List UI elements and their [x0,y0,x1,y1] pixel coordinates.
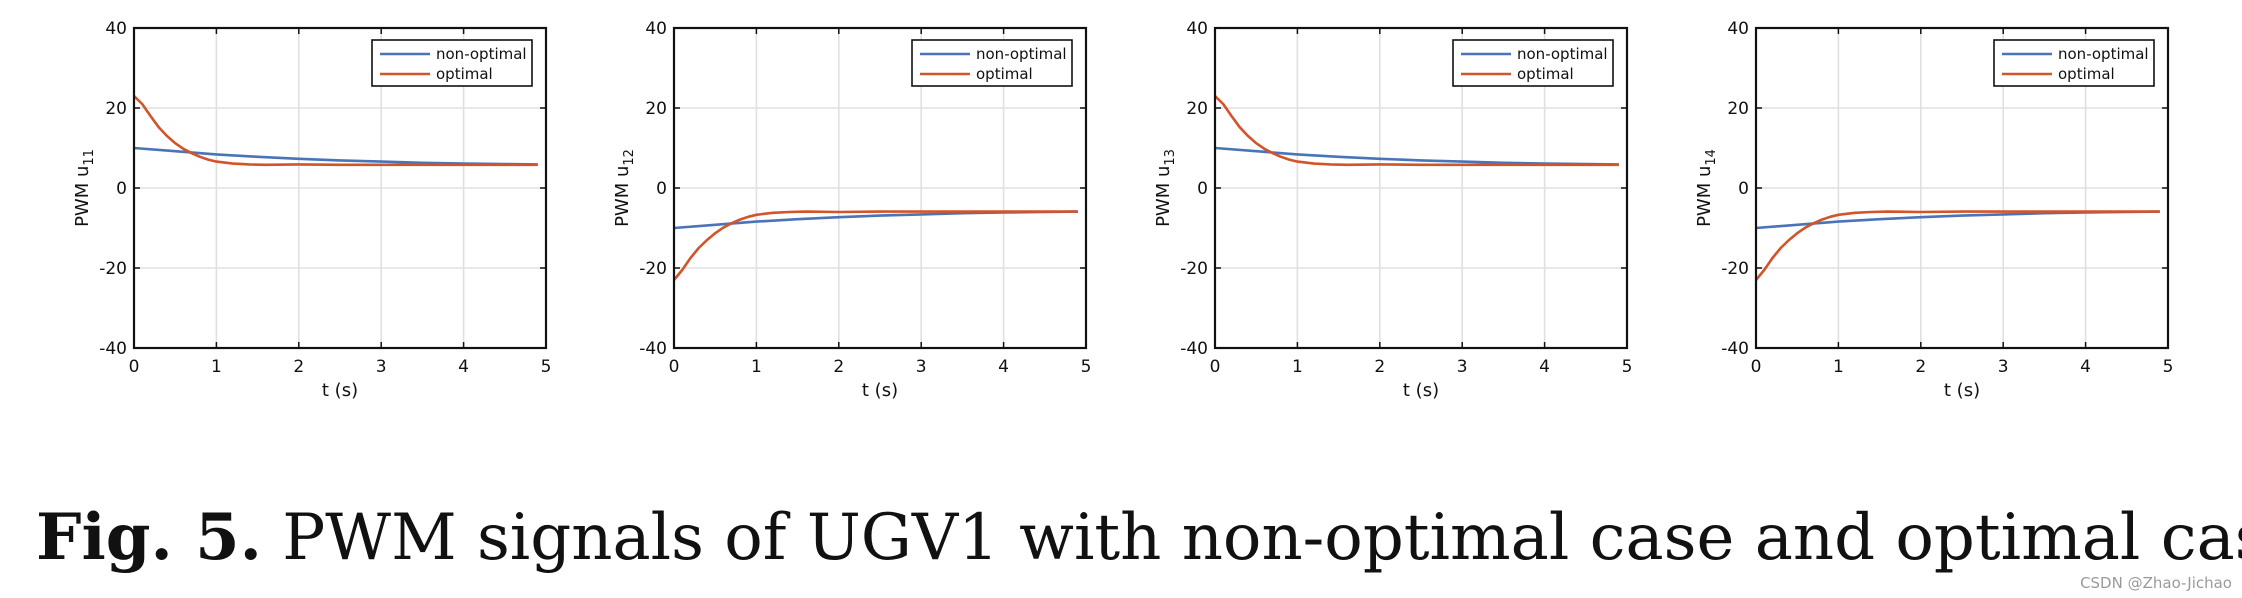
x-tick-label: 5 [1081,357,1092,377]
x-tick-label: 2 [1374,357,1385,377]
y-tick-label: 40 [1727,19,1749,39]
axes-box [1754,26,2170,350]
y-axis-label-subscript: 12 [622,149,637,166]
y-tick-label: 20 [645,99,667,119]
x-tick-label: 2 [1915,357,1926,377]
y-tick-label: -40 [639,339,667,359]
legend-label: non-optimal [436,45,527,63]
x-tick-label: 3 [1998,357,2009,377]
x-tick-label: 3 [1457,357,1468,377]
y-tick-label: -40 [1180,339,1208,359]
y-tick-label: 0 [1197,179,1208,199]
caption-label: Fig. 5. [36,500,262,575]
legend-box [1993,39,2155,87]
y-axis-label-main: PWM u [1694,166,1715,227]
y-tick-label: 40 [645,19,667,39]
x-tick-label: 1 [1292,357,1303,377]
series-line-optimal [133,95,538,167]
x-tick-label: 2 [833,357,844,377]
x-tick-label: 0 [129,357,140,377]
y-tick-label: 20 [1186,99,1208,119]
legend-label: optimal [976,65,1033,83]
series-line-optimal [1214,95,1619,167]
x-tick-label: 5 [1622,357,1633,377]
x-tick-label: 0 [1751,357,1762,377]
y-tick-label: -20 [1721,259,1749,279]
y-tick-label: -20 [639,259,667,279]
x-tick-label: 1 [1833,357,1844,377]
y-axis-label-main: PWM u [1153,166,1174,227]
legend-label: non-optimal [2058,45,2149,63]
x-axis-label: t (s) [862,380,898,401]
series-line-optimal [1754,210,2160,281]
legend-label: non-optimal [976,45,1067,63]
legend-label: non-optimal [1517,45,1608,63]
x-axis-label: t (s) [322,380,358,401]
legend-box [1452,39,1614,87]
axes-box [672,26,1088,350]
x-tick-label: 4 [998,357,1009,377]
y-axis-label: PWM u11 [72,149,97,227]
y-axis-label: PWM u12 [612,149,637,227]
x-tick-label: 5 [2163,357,2174,377]
y-tick-label: -20 [99,259,127,279]
watermark: CSDN @Zhao-Jichao [2080,574,2232,592]
series-line-optimal [672,210,1078,281]
y-axis-label-subscript: 13 [1163,149,1178,166]
x-tick-label: 4 [2080,357,2091,377]
y-tick-label: 20 [1727,99,1749,119]
y-axis-label-subscript: 14 [1704,149,1719,166]
x-tick-label: 1 [751,357,762,377]
legend-label: optimal [1517,65,1574,83]
y-tick-label: 0 [116,179,127,199]
caption-text: PWM signals of UGV1 with non-optimal cas… [282,501,2242,575]
y-tick-label: 40 [105,19,127,39]
y-tick-label: -40 [1721,339,1749,359]
y-tick-label: 40 [1186,19,1208,39]
x-tick-label: 4 [1539,357,1550,377]
legend-box [371,39,533,87]
y-tick-label: -20 [1180,259,1208,279]
y-axis-label-subscript: 11 [82,149,97,166]
x-tick-label: 1 [211,357,222,377]
x-axis-label: t (s) [1944,380,1980,401]
axes-box [132,26,548,350]
x-axis-label: t (s) [1403,380,1439,401]
legend-label: optimal [436,65,493,83]
y-axis-label-main: PWM u [612,166,633,227]
legend-label: optimal [2058,65,2115,83]
x-tick-label: 5 [541,357,552,377]
x-tick-label: 4 [458,357,469,377]
x-tick-label: 3 [376,357,387,377]
legend-box [911,39,1073,87]
x-tick-label: 0 [1210,357,1221,377]
x-tick-label: 2 [293,357,304,377]
y-axis-label: PWM u14 [1694,149,1719,227]
y-tick-label: 20 [105,99,127,119]
y-tick-label: 0 [1738,179,1749,199]
axes-box [1213,26,1629,350]
figure-caption: Fig. 5. PWM signals of UGV1 with non-opt… [36,500,2242,575]
x-tick-label: 0 [669,357,680,377]
y-axis-label: PWM u13 [1153,149,1178,227]
y-tick-label: -40 [99,339,127,359]
y-axis-label-main: PWM u [72,166,93,227]
y-tick-label: 0 [656,179,667,199]
x-tick-label: 3 [916,357,927,377]
